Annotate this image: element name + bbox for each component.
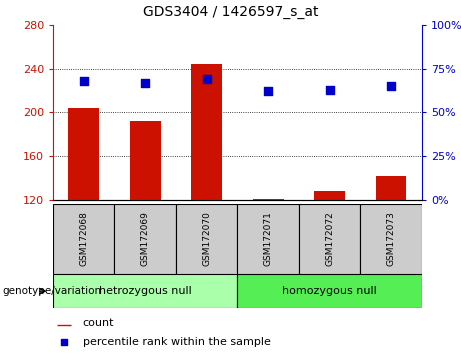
Text: genotype/variation: genotype/variation — [2, 286, 101, 296]
Text: percentile rank within the sample: percentile rank within the sample — [83, 337, 271, 348]
Bar — [299, 204, 361, 274]
Bar — [361, 204, 422, 274]
Point — [387, 83, 395, 89]
Bar — [53, 274, 237, 308]
Text: GSM172069: GSM172069 — [141, 211, 150, 267]
Text: GSM172073: GSM172073 — [387, 211, 396, 267]
Text: hetrozygous null: hetrozygous null — [99, 286, 192, 296]
Text: GSM172071: GSM172071 — [264, 211, 272, 267]
Bar — [237, 204, 299, 274]
Bar — [376, 176, 407, 200]
Point — [60, 340, 68, 346]
Text: GSM172070: GSM172070 — [202, 211, 211, 267]
Text: GDS3404 / 1426597_s_at: GDS3404 / 1426597_s_at — [143, 5, 318, 19]
Point — [326, 87, 333, 92]
Bar — [53, 204, 114, 274]
Point — [265, 88, 272, 94]
Bar — [253, 199, 284, 200]
Point — [203, 76, 210, 82]
Bar — [68, 108, 99, 200]
Bar — [114, 204, 176, 274]
Bar — [237, 274, 422, 308]
Text: GSM172072: GSM172072 — [325, 212, 334, 266]
Bar — [176, 204, 237, 274]
Point — [142, 80, 149, 85]
Text: homozygous null: homozygous null — [282, 286, 377, 296]
Bar — [130, 121, 160, 200]
Bar — [314, 191, 345, 200]
Bar — [191, 64, 222, 200]
Text: count: count — [83, 318, 114, 328]
Text: GSM172068: GSM172068 — [79, 211, 88, 267]
Point — [80, 78, 88, 84]
